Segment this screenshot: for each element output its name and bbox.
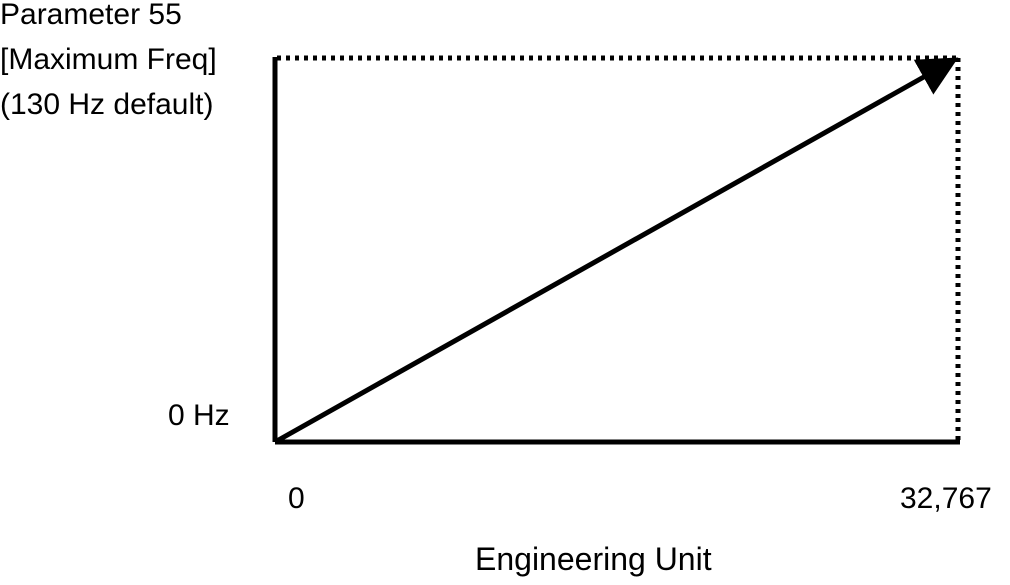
y-top-label-line-3: (130 Hz default) bbox=[0, 88, 213, 121]
y-top-label-line-1: Parameter 55 bbox=[0, 0, 182, 31]
x-axis-label: Engineering Unit bbox=[475, 541, 712, 577]
x-tick-label-start: 0 bbox=[288, 482, 305, 515]
y-bottom-label: 0 Hz bbox=[168, 399, 230, 432]
series-line-segment bbox=[273, 57, 959, 445]
y-top-label-line-2: [Maximum Freq] bbox=[0, 43, 217, 76]
x-tick-label-end: 32,767 bbox=[900, 482, 992, 515]
